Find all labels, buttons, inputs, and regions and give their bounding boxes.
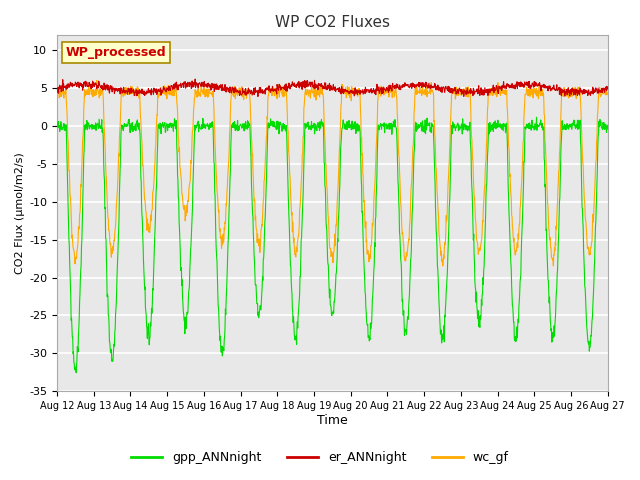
Line: gpp_ANNnight: gpp_ANNnight: [57, 117, 608, 372]
er_ANNnight: [254, 94, 262, 99]
wc_gf: [93, 78, 100, 84]
wc_gf: [419, 89, 426, 95]
er_ANNnight: [539, 84, 547, 89]
wc_gf: [604, 90, 612, 96]
gpp_ANNnight: [176, 236, 184, 242]
er_ANNnight: [53, 90, 61, 96]
er_ANNnight: [604, 86, 612, 92]
er_ANNnight: [162, 89, 170, 95]
gpp_ANNnight: [604, 122, 612, 128]
wc_gf: [53, 90, 61, 96]
Legend: gpp_ANNnight, er_ANNnight, wc_gf: gpp_ANNnight, er_ANNnight, wc_gf: [126, 446, 514, 469]
wc_gf: [491, 90, 499, 96]
gpp_ANNnight: [532, 114, 540, 120]
Line: er_ANNnight: er_ANNnight: [57, 79, 608, 96]
Text: WP_processed: WP_processed: [65, 46, 166, 59]
gpp_ANNnight: [53, 122, 61, 128]
gpp_ANNnight: [72, 370, 80, 375]
gpp_ANNnight: [539, 125, 547, 131]
Line: wc_gf: wc_gf: [57, 81, 608, 266]
gpp_ANNnight: [237, 123, 245, 129]
er_ANNnight: [237, 92, 245, 98]
X-axis label: Time: Time: [317, 414, 348, 427]
er_ANNnight: [191, 76, 199, 82]
er_ANNnight: [175, 83, 183, 88]
gpp_ANNnight: [419, 127, 426, 132]
Title: WP CO2 Fluxes: WP CO2 Fluxes: [275, 15, 390, 30]
Y-axis label: CO2 Flux (μmol/m2/s): CO2 Flux (μmol/m2/s): [15, 152, 25, 274]
er_ANNnight: [491, 84, 499, 90]
wc_gf: [439, 263, 447, 269]
wc_gf: [539, 93, 547, 99]
gpp_ANNnight: [490, 125, 498, 131]
wc_gf: [163, 90, 170, 96]
gpp_ANNnight: [163, 122, 170, 128]
wc_gf: [176, 164, 184, 169]
wc_gf: [237, 85, 245, 91]
er_ANNnight: [419, 83, 426, 88]
